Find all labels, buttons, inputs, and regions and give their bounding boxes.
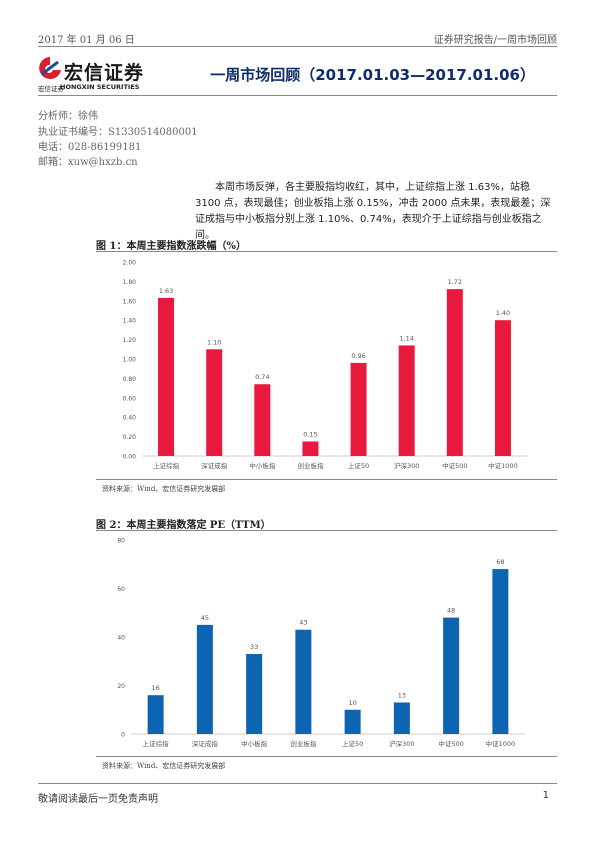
bar xyxy=(254,384,271,456)
y-tick-label: 40 xyxy=(117,635,125,642)
data-label: 1.40 xyxy=(496,309,510,317)
x-tick-label: 中小板指 xyxy=(249,461,276,470)
x-tick-label: 中小板指 xyxy=(241,739,268,748)
figure-1-bottom-rule xyxy=(96,479,557,480)
chart-2: 0 20 40 60 80 16 上证综指 45 深证成指 33 中小板指 43 创业板指 10 上证50 1… xyxy=(117,538,525,748)
data-label: 68 xyxy=(496,558,504,566)
x-tick-label: 沪深300 xyxy=(389,739,414,748)
x-tick-label: 上证综指 xyxy=(153,461,180,470)
y-tick-label: 0.80 xyxy=(123,376,137,383)
data-label: 1.63 xyxy=(159,287,173,295)
logo-name: 宏信证券 xyxy=(64,62,145,84)
x-tick-label: 上证综指 xyxy=(143,739,170,748)
bar xyxy=(196,624,213,734)
bar xyxy=(158,297,175,456)
data-label: 0.96 xyxy=(351,352,365,360)
y-tick-label: 0.40 xyxy=(123,415,137,422)
bar xyxy=(147,695,164,734)
data-label: 1.72 xyxy=(448,278,462,286)
y-tick-label: 1.40 xyxy=(123,318,137,325)
analyst-license: 执业证书编号：S1330514080001 xyxy=(38,127,198,138)
y-tick-label: 0 xyxy=(121,732,125,739)
x-tick-label: 中证1000 xyxy=(486,739,516,748)
figure-1-source: 资料来源：Wind、宏信证券研究发展部 xyxy=(102,485,226,493)
disclaimer-link[interactable]: 敬请阅读最后一页免责声明 xyxy=(38,794,158,805)
page-number: 1 xyxy=(542,790,549,801)
data-label: 10 xyxy=(348,699,356,707)
y-tick-label: 0.60 xyxy=(123,395,137,402)
figure-2-title: 图 2：本周主要指数落定 PE（TTM） xyxy=(96,520,271,531)
x-tick-label: 深证成指 xyxy=(192,739,219,748)
y-tick-label: 80 xyxy=(117,538,125,545)
y-tick-label: 1.20 xyxy=(123,337,137,344)
figure-1-rule xyxy=(96,251,557,252)
bar xyxy=(350,362,367,456)
x-tick-label: 创业板指 xyxy=(290,739,317,748)
y-tick-label: 1.80 xyxy=(123,279,137,286)
report-date: 2017 年 01 月 06 日 xyxy=(38,35,135,46)
data-label: 33 xyxy=(250,643,258,651)
x-tick-label: 上证50 xyxy=(342,739,363,748)
data-label: 0.74 xyxy=(255,373,269,381)
bar xyxy=(393,702,410,734)
x-tick-label: 中证500 xyxy=(442,461,467,470)
data-label: 48 xyxy=(447,607,455,615)
figure-2-bottom-rule xyxy=(96,756,557,757)
bar xyxy=(302,441,319,456)
y-tick-label: 2.00 xyxy=(123,260,137,267)
bar xyxy=(446,289,463,456)
y-tick-label: 1.00 xyxy=(123,357,137,364)
chart-1: 0.00 0.20 0.40 0.60 0.80 1.00 1.20 1.40 1.60 1.80… xyxy=(123,260,527,470)
analyst-phone: 电话：028-86199181 xyxy=(38,142,142,153)
data-label: 1.10 xyxy=(207,338,221,346)
figure-2-rule xyxy=(96,530,557,531)
title-rule xyxy=(38,95,557,96)
report-section: 证券研究报告/一周市场回顾 xyxy=(433,35,557,46)
x-tick-label: 深证成指 xyxy=(201,461,228,470)
data-label: 1.14 xyxy=(399,334,413,342)
data-label: 43 xyxy=(299,619,307,627)
header-rule xyxy=(38,46,557,47)
y-tick-label: 0.20 xyxy=(123,434,137,441)
x-tick-label: 中证500 xyxy=(438,739,463,748)
hongxin-logo-icon xyxy=(39,57,61,79)
bar xyxy=(246,653,263,734)
bar xyxy=(344,709,361,734)
data-label: 45 xyxy=(201,614,209,622)
bar xyxy=(398,345,415,456)
analyst-name: 分析师：徐伟 xyxy=(38,111,98,122)
data-label: 16 xyxy=(151,684,159,692)
x-tick-label: 中证1000 xyxy=(488,461,518,470)
market-summary: 本周市场反弹，各主要股指均收红，其中，上证综指上涨 1.63%，站稳 3100 … xyxy=(195,182,551,241)
page-title: 一周市场回顾（2017.01.03—2017.01.06） xyxy=(210,66,535,84)
logo-sub-cn: 宏信证券 xyxy=(38,85,64,93)
bar xyxy=(295,629,312,734)
y-tick-label: 0.00 xyxy=(123,454,137,461)
figure-1-title: 图 1：本周主要指数涨跌幅（%） xyxy=(96,241,246,252)
data-label: 13 xyxy=(398,691,406,699)
figure-2-source: 资料来源：Wind、宏信证券研究发展部 xyxy=(102,762,226,770)
bar xyxy=(206,349,223,456)
bar xyxy=(494,320,511,456)
footer-rule xyxy=(38,783,557,784)
logo-sub-en: HONGXIN SECURITIES xyxy=(60,83,140,91)
x-tick-label: 上证50 xyxy=(348,461,369,470)
y-tick-label: 20 xyxy=(117,683,125,690)
x-tick-label: 创业板指 xyxy=(297,461,324,470)
y-tick-label: 1.60 xyxy=(123,298,137,305)
data-label: 0.15 xyxy=(303,430,317,438)
bar xyxy=(443,617,460,734)
bar xyxy=(492,569,509,734)
y-tick-label: 60 xyxy=(117,586,125,593)
analyst-email: 邮箱：xuw@hxzb.cn xyxy=(38,157,138,168)
x-tick-label: 沪深300 xyxy=(394,461,419,470)
